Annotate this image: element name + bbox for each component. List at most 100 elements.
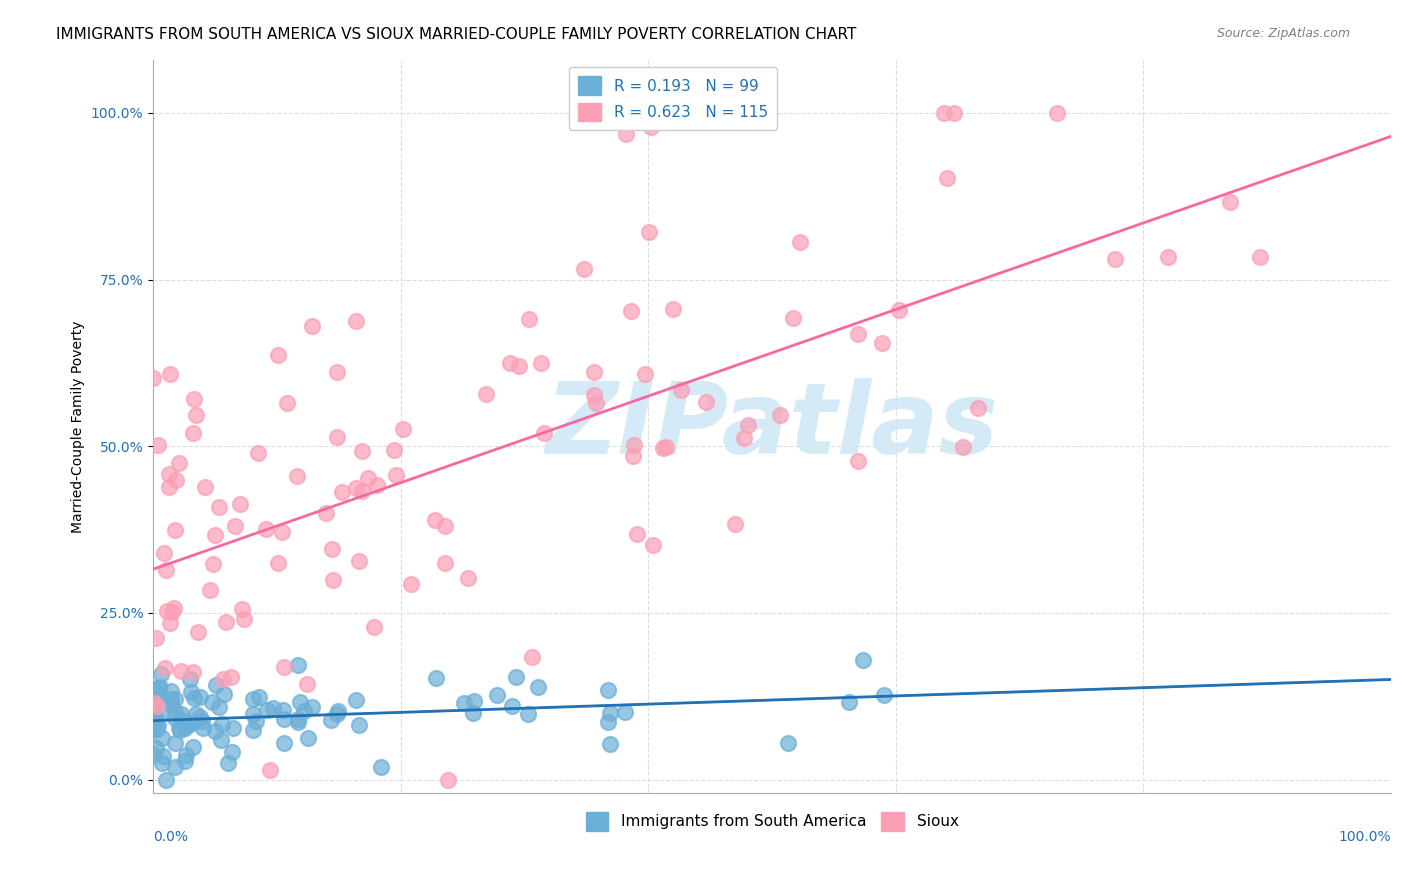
Point (425, 672, 447, 686)
Point (1157, 250, 1180, 264)
Point (146, 681, 169, 695)
Point (221, 721, 243, 735)
Point (295, 677, 318, 691)
Point (143, 710, 166, 724)
Point (163, 706, 186, 720)
Point (623, 449, 645, 463)
Point (142, 371, 165, 385)
Point (321, 542, 343, 557)
Text: 100.0%: 100.0% (1339, 830, 1391, 844)
Point (776, 736, 799, 750)
Point (614, 127, 637, 141)
Point (188, 709, 211, 723)
Point (392, 422, 415, 436)
Point (527, 680, 550, 694)
Point (347, 718, 370, 732)
Point (212, 687, 235, 701)
Point (204, 723, 226, 738)
Point (326, 365, 349, 379)
Point (326, 706, 349, 721)
Point (142, 722, 165, 736)
Point (287, 658, 309, 673)
Point (852, 653, 875, 667)
Point (641, 538, 664, 552)
Point (572, 261, 595, 276)
Legend: Immigrants from South America, Sioux: Immigrants from South America, Sioux (579, 805, 965, 837)
Point (201, 695, 224, 709)
Point (276, 396, 298, 410)
Point (150, 731, 173, 746)
Point (169, 723, 191, 737)
Point (153, 546, 176, 560)
Point (599, 737, 621, 751)
Point (163, 760, 186, 774)
Point (143, 713, 166, 727)
Point (287, 714, 309, 729)
Point (157, 480, 180, 494)
Point (146, 723, 169, 737)
Point (245, 714, 267, 728)
Point (176, 718, 198, 732)
Point (242, 723, 264, 737)
Point (433, 519, 456, 533)
Point (159, 367, 181, 381)
Point (205, 677, 228, 691)
Point (179, 672, 201, 686)
Point (247, 690, 270, 704)
Point (143, 709, 166, 723)
Point (267, 348, 290, 362)
Point (163, 600, 186, 615)
Point (159, 616, 181, 631)
Point (724, 517, 747, 532)
Point (273, 660, 295, 674)
Point (325, 430, 347, 444)
Point (193, 721, 215, 735)
Point (1046, 106, 1069, 120)
Point (737, 418, 759, 433)
Point (517, 706, 540, 721)
Point (224, 519, 246, 533)
Point (370, 760, 392, 774)
Point (461, 706, 484, 720)
Point (501, 699, 523, 714)
Point (262, 701, 284, 715)
Point (142, 681, 165, 696)
Point (221, 746, 243, 760)
Point (457, 571, 479, 585)
Text: IMMIGRANTS FROM SOUTH AMERICA VS SIOUX MARRIED-COUPLE FAMILY POVERTY CORRELATION: IMMIGRANTS FROM SOUTH AMERICA VS SIOUX M… (56, 27, 856, 42)
Point (181, 665, 204, 679)
Point (219, 670, 242, 684)
Text: ZIPatlas: ZIPatlas (546, 378, 998, 475)
Point (211, 672, 233, 686)
Point (152, 749, 174, 764)
Point (1249, 250, 1271, 264)
Point (271, 525, 294, 540)
Point (346, 314, 368, 328)
Point (423, 513, 446, 527)
Point (344, 481, 367, 495)
Point (640, 120, 662, 134)
Point (254, 523, 277, 537)
Point (966, 401, 988, 416)
Point (330, 485, 353, 500)
Point (188, 690, 211, 704)
Point (174, 754, 197, 768)
Point (209, 733, 232, 747)
Point (287, 469, 309, 483)
Point (180, 684, 202, 698)
Point (208, 700, 231, 714)
Point (288, 695, 311, 709)
Point (655, 440, 678, 454)
Point (530, 356, 553, 370)
Point (150, 704, 173, 718)
Point (259, 763, 281, 777)
Point (1219, 194, 1241, 209)
Point (292, 704, 315, 718)
Point (453, 696, 475, 710)
Point (165, 711, 187, 725)
Point (634, 368, 657, 382)
Point (194, 480, 217, 494)
Point (242, 692, 264, 706)
Point (695, 394, 717, 409)
Point (620, 303, 643, 318)
